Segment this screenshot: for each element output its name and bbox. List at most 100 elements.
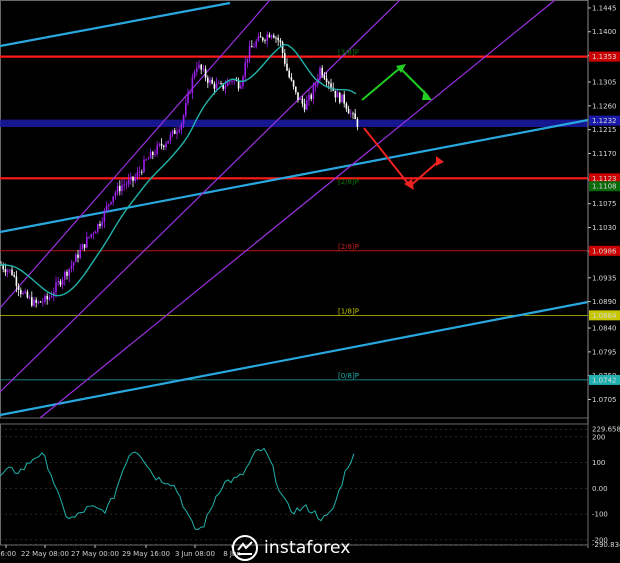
candle-body xyxy=(185,102,187,116)
candle-body xyxy=(215,83,218,89)
candle-body xyxy=(229,81,231,83)
candle-body xyxy=(154,154,156,155)
candle-body xyxy=(325,78,328,83)
price-badge-label: 1.0742 xyxy=(592,376,617,384)
candle-body xyxy=(61,279,64,285)
candle-body xyxy=(119,185,121,192)
candle-body xyxy=(158,143,161,146)
time-tick-label: 3 Jun 08:00 xyxy=(175,550,215,558)
candle-body xyxy=(132,176,134,181)
candle-body xyxy=(112,196,114,202)
candle-body xyxy=(88,236,90,238)
candle-body xyxy=(70,265,73,269)
candle-body xyxy=(191,77,194,94)
cci-panel: 229.6586200 100 0.00 -100 -200-290.834 xyxy=(0,423,620,549)
forecast-up-head-1 xyxy=(396,64,406,73)
murrey-label: [2/8]P xyxy=(338,243,359,251)
cci-tick-label: -290.834 xyxy=(592,541,620,549)
candle-body xyxy=(295,86,297,93)
candle-body xyxy=(297,92,299,100)
candle-body xyxy=(323,75,326,79)
price-tick-label: 1.1445 xyxy=(592,4,617,12)
candle-body xyxy=(50,296,53,298)
candle-body xyxy=(44,295,46,302)
candle-body xyxy=(165,143,167,147)
candle-body xyxy=(354,113,356,120)
candle-body xyxy=(99,223,101,226)
candle-body xyxy=(24,291,26,293)
candle-body xyxy=(42,301,44,303)
candle-body xyxy=(248,46,251,59)
candle-body xyxy=(343,94,345,104)
time-tick-label: 22 May 08:00 xyxy=(21,550,69,558)
candle-body xyxy=(193,71,196,78)
candle-body xyxy=(279,40,282,43)
murrey-label: [0/8]P xyxy=(338,372,359,380)
cci-tick-label: 200 xyxy=(592,433,605,441)
candle-body xyxy=(262,37,264,41)
candle-body xyxy=(26,291,29,298)
candle-body xyxy=(72,262,75,266)
candle-body xyxy=(314,84,317,87)
candle-body xyxy=(114,192,117,197)
candle-body xyxy=(319,67,321,80)
candle-body xyxy=(97,223,99,232)
forecast-up-head-2 xyxy=(422,90,432,100)
candle-body xyxy=(209,79,211,83)
candle-body xyxy=(218,82,220,84)
trend-line xyxy=(0,118,589,234)
candle-body xyxy=(306,100,308,110)
cci-tick-label: -100 xyxy=(592,511,608,519)
candle-body xyxy=(6,270,9,273)
candle-body xyxy=(11,269,13,276)
candle-body xyxy=(81,244,84,250)
candle-body xyxy=(233,80,235,82)
candle-body xyxy=(123,184,125,186)
candle-body xyxy=(15,276,18,287)
price-tick-label: 1.0705 xyxy=(592,396,617,404)
cci-line xyxy=(0,447,355,531)
candle-body xyxy=(39,301,42,303)
price-badge-label: 1.1123 xyxy=(592,175,617,183)
price-badge-bg xyxy=(589,374,620,385)
candle-body xyxy=(347,108,350,114)
candle-body xyxy=(290,77,293,81)
candle-body xyxy=(237,80,240,89)
channel-lines xyxy=(0,0,556,419)
candle-body xyxy=(308,94,310,101)
candle-body xyxy=(141,171,143,173)
candle-body xyxy=(35,299,37,303)
candle-body xyxy=(196,67,198,72)
candle-body xyxy=(143,159,145,173)
candle-body xyxy=(90,233,92,237)
candle-body xyxy=(231,81,233,82)
candle-body xyxy=(213,83,216,89)
blue-zone xyxy=(0,119,588,127)
murrey-label: [2/8]P xyxy=(338,178,359,186)
candle-body xyxy=(46,295,48,300)
price-badge-label: 1.1353 xyxy=(592,53,617,61)
cci-tick-label: 100 xyxy=(592,459,605,467)
candle-body xyxy=(336,92,339,98)
time-tick-label: 8 Jun xyxy=(223,550,241,558)
candle-body xyxy=(189,93,191,94)
candle-body xyxy=(264,40,266,42)
channel-line xyxy=(0,0,271,309)
candle-body xyxy=(273,35,275,38)
candles xyxy=(0,31,359,308)
candle-body xyxy=(284,52,286,64)
candle-body xyxy=(350,113,352,115)
cci-tick-label: 229.6586 xyxy=(592,426,620,434)
candle-body xyxy=(130,176,132,180)
candle-body xyxy=(251,46,253,48)
candle-body xyxy=(156,145,158,155)
price-tick-label: 1.0890 xyxy=(592,298,617,306)
candle-body xyxy=(13,275,15,277)
candle-body xyxy=(275,37,277,39)
candle-body xyxy=(257,36,260,41)
candle-body xyxy=(134,177,136,181)
murrey-label: [3/8]P xyxy=(338,49,359,57)
murrey-label: [1/8]P xyxy=(338,307,359,315)
candle-body xyxy=(105,205,108,211)
